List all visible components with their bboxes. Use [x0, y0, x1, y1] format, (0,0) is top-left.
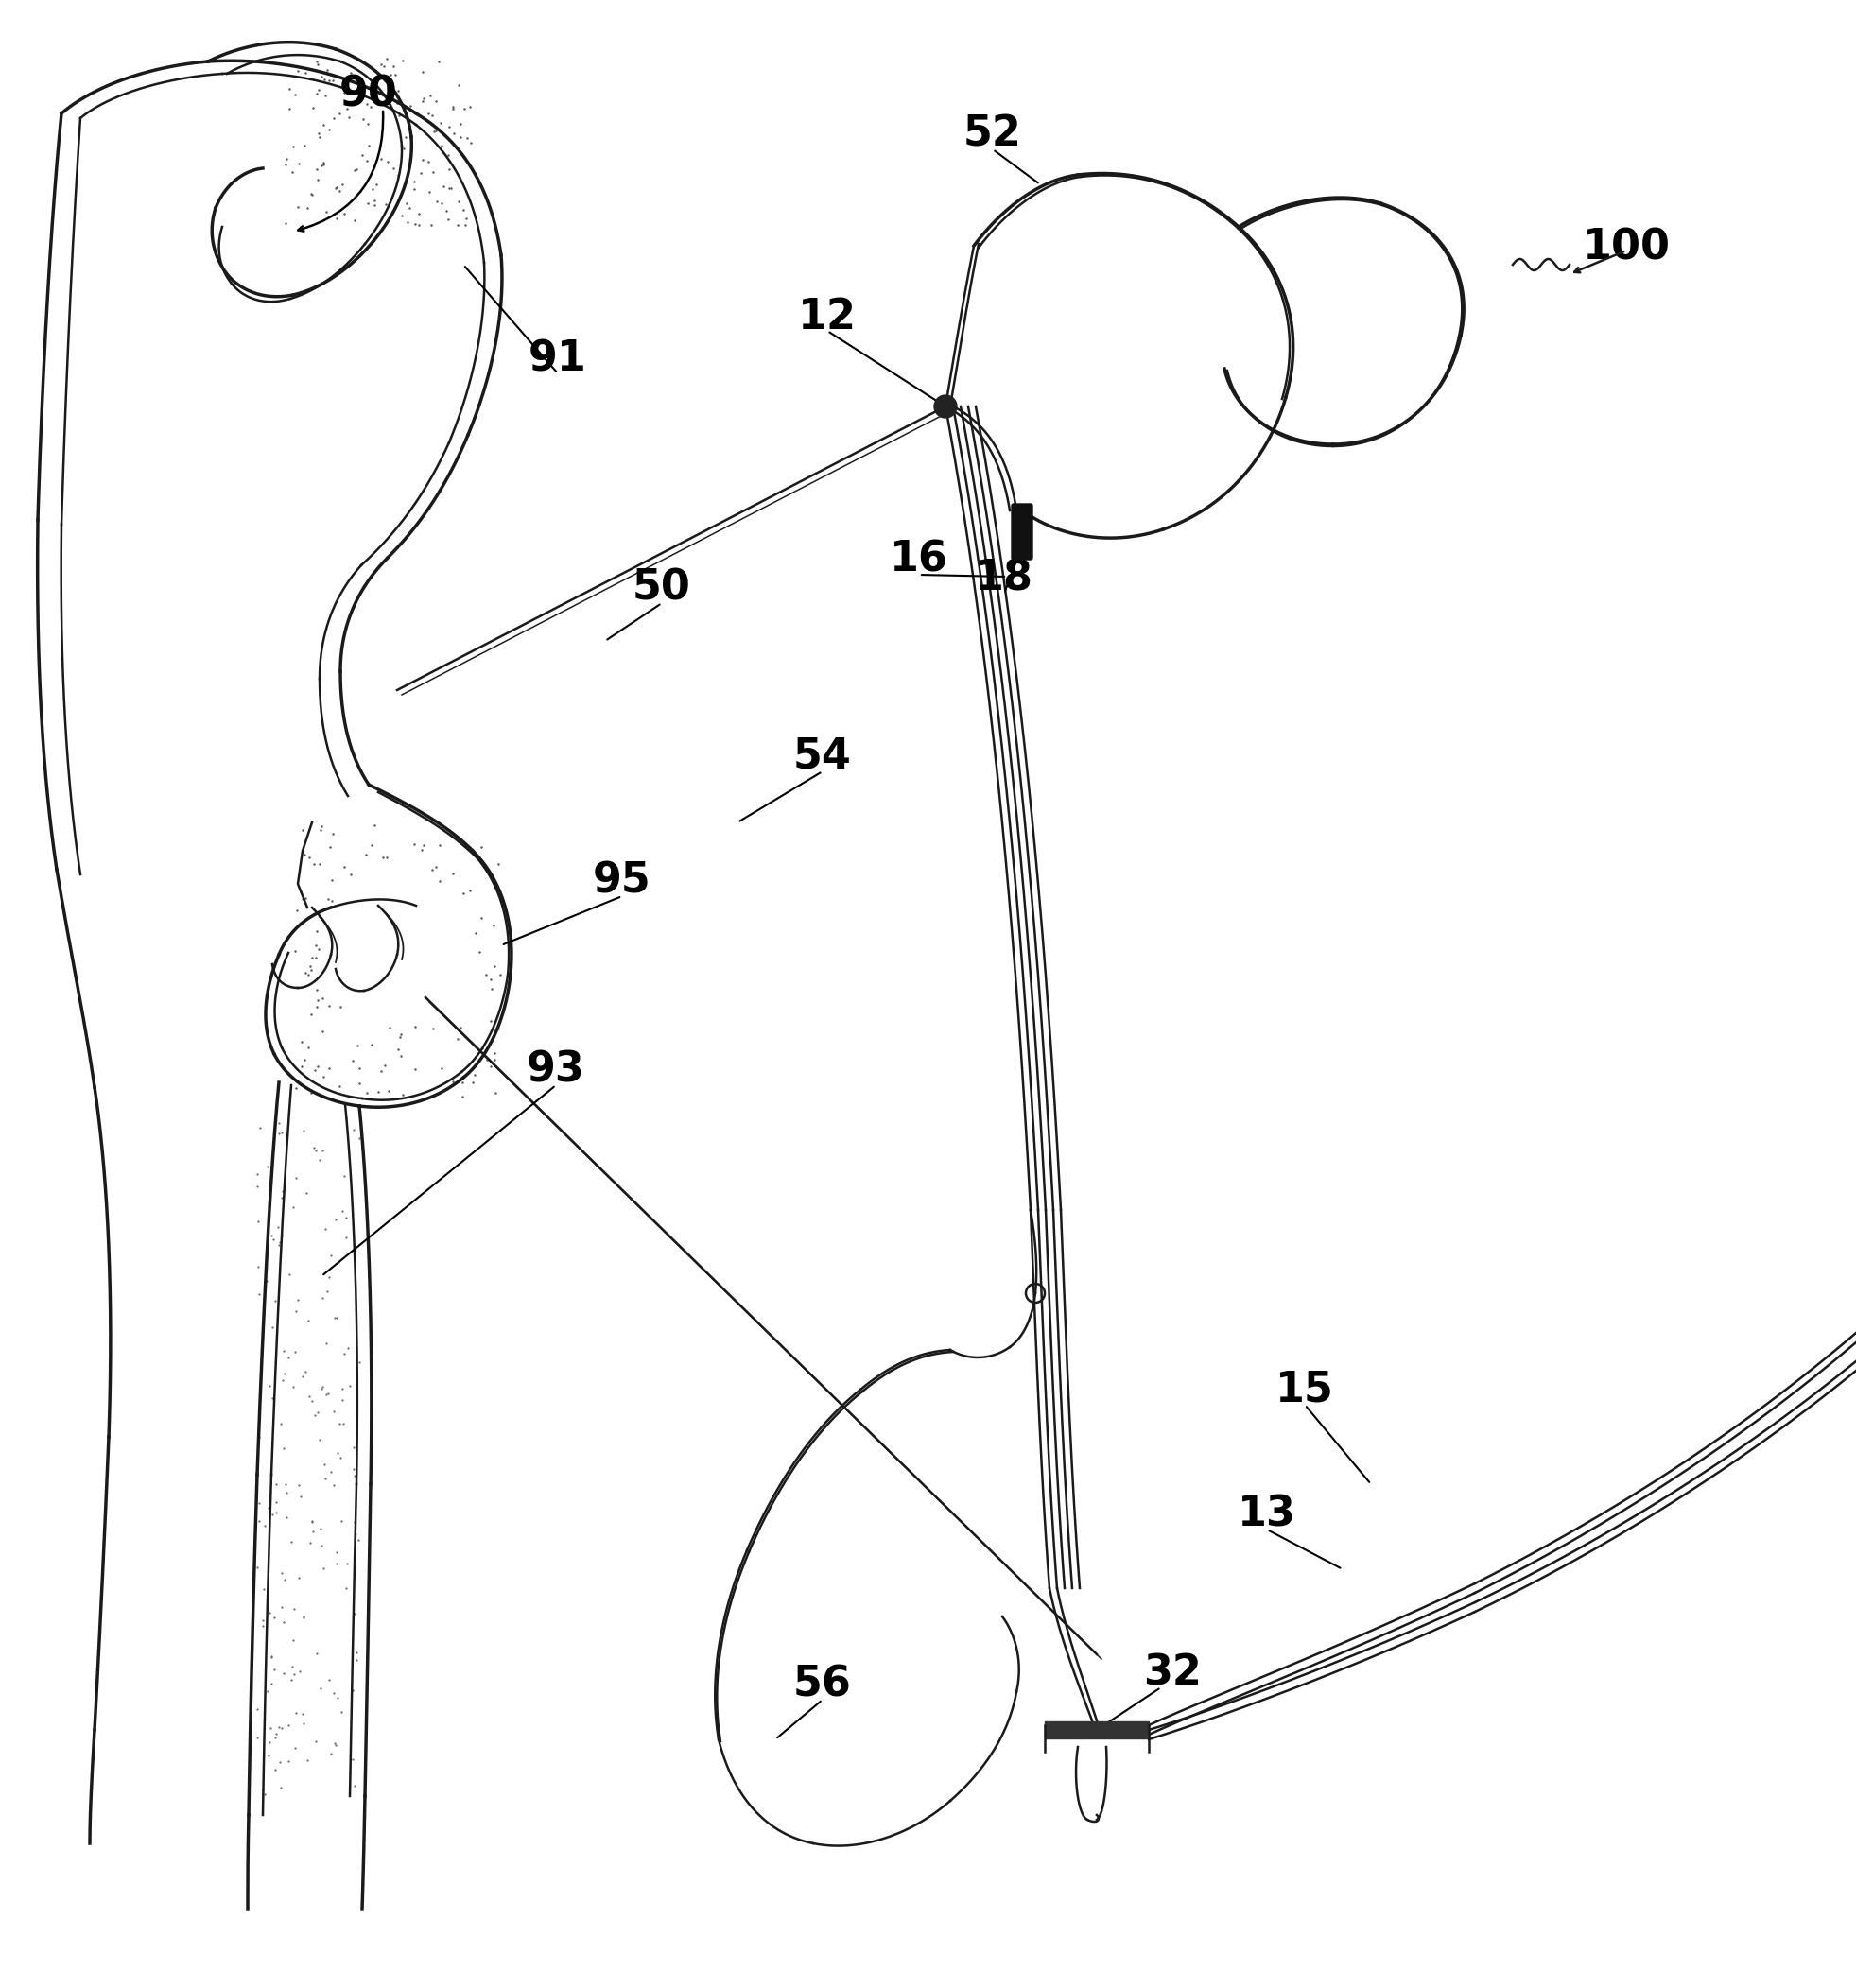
Text: 52: 52 — [963, 113, 1023, 155]
FancyBboxPatch shape — [1012, 503, 1032, 561]
Text: 32: 32 — [1143, 1652, 1201, 1694]
Text: 95: 95 — [592, 861, 651, 901]
Text: 90: 90 — [340, 74, 397, 115]
Text: 100: 100 — [1583, 227, 1670, 268]
Bar — [1045, 1722, 1149, 1738]
Text: 12: 12 — [798, 296, 857, 338]
Text: 13: 13 — [1238, 1495, 1295, 1535]
Text: 56: 56 — [793, 1664, 852, 1706]
Text: 16: 16 — [889, 539, 948, 580]
Text: 91: 91 — [529, 338, 586, 380]
Text: 93: 93 — [527, 1050, 585, 1091]
Text: 54: 54 — [793, 736, 852, 777]
Text: 18: 18 — [974, 559, 1034, 598]
Text: 50: 50 — [633, 569, 690, 608]
Circle shape — [934, 396, 958, 417]
Text: 15: 15 — [1275, 1370, 1334, 1409]
